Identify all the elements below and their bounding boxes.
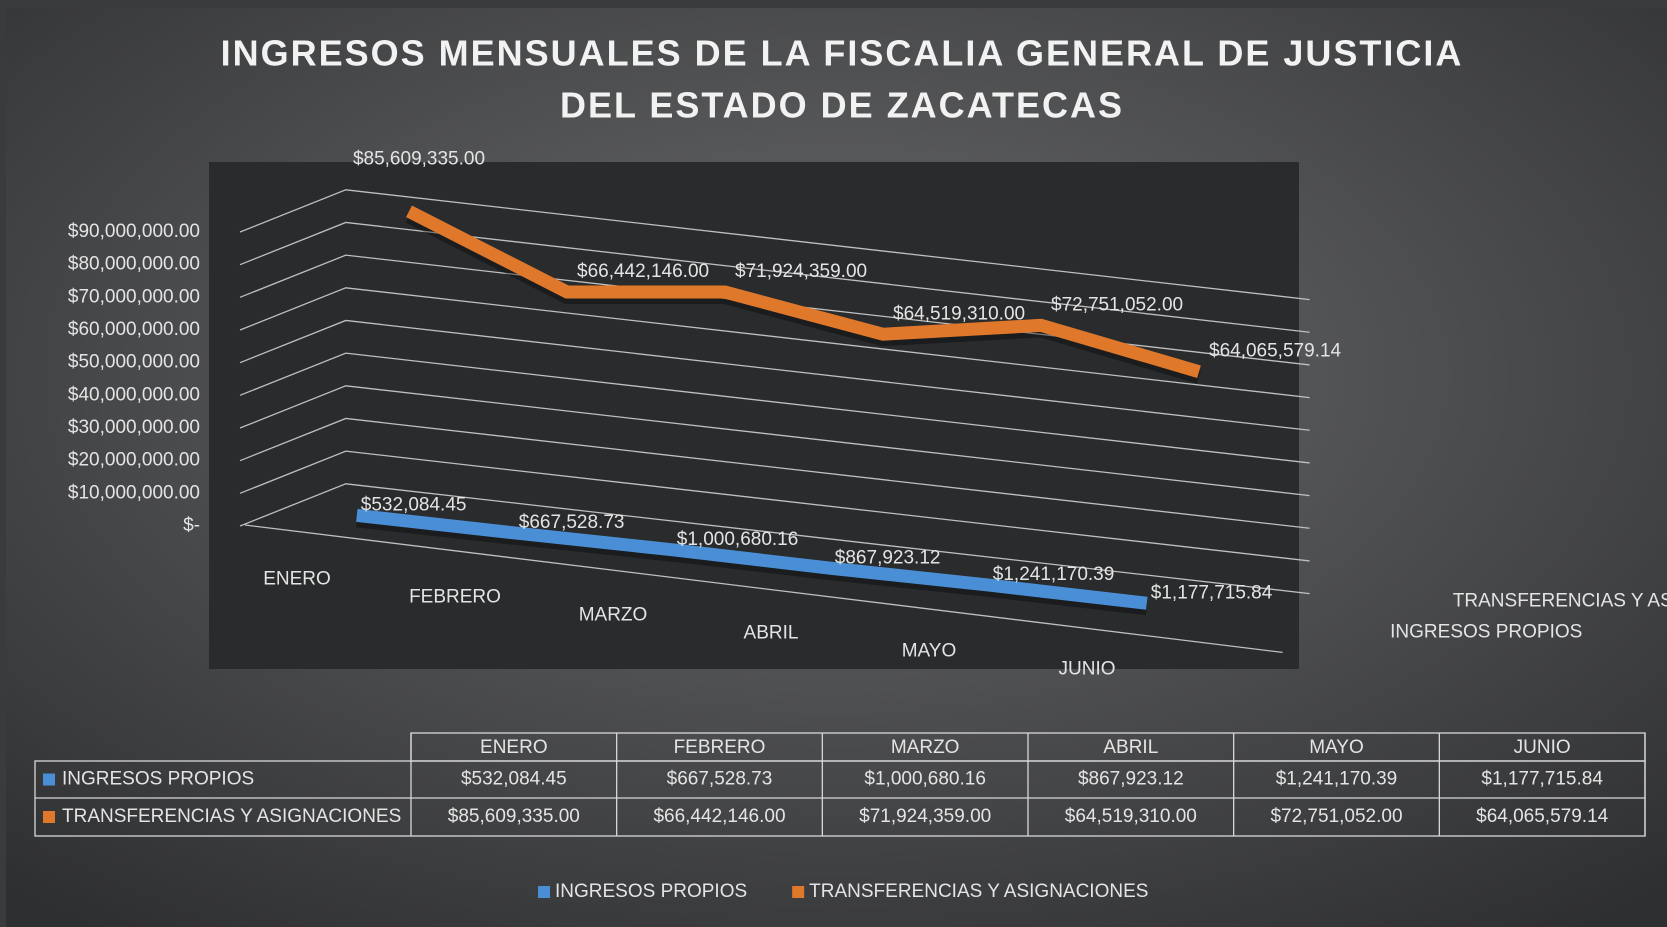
table-swatch [43,811,55,823]
table-row-header: INGRESOS PROPIOS [62,769,254,790]
series-line [356,508,1148,610]
data-label: $667,528.73 [519,512,625,533]
grid-line [239,189,1310,301]
y-tick-label: $60,000,000.00 [68,319,200,340]
table-cell: $867,923.12 [1078,769,1184,790]
data-label: $72,751,052.00 [1051,294,1183,315]
y-tick-label: $70,000,000.00 [68,286,200,307]
table-header: FEBRERO [674,737,766,758]
data-label: $1,241,170.39 [993,564,1115,585]
table-header: JUNIO [1514,737,1571,758]
chart-title: INGRESOS MENSUALES DE LA FISCALIA GENERA… [221,33,1464,74]
series-line [406,205,1201,378]
table-header: MARZO [891,737,960,758]
legend-swatch [792,886,805,898]
depth-axis-label: INGRESOS PROPIOS [1390,622,1582,643]
data-label: $1,000,680.16 [677,529,799,550]
grid-line [239,221,1310,333]
plot-area [209,162,1299,669]
grid-line [239,287,1310,399]
y-tick-label: $30,000,000.00 [68,417,200,438]
grid-line [239,352,1310,464]
y-tick-label: $- [183,515,200,536]
table-row-header: TRANSFERENCIAS Y ASIGNACIONES [62,806,401,827]
table-header: ENERO [480,737,548,758]
data-label: $66,442,146.00 [577,261,709,282]
data-label: $64,519,310.00 [893,303,1025,324]
table-cell: $1,241,170.39 [1276,769,1398,790]
data-label: $532,084.45 [361,494,467,515]
table-cell: $667,528.73 [667,769,773,790]
table-header: MAYO [1309,737,1364,758]
data-label: $85,609,335.00 [353,148,485,169]
y-tick-label: $20,000,000.00 [68,450,200,471]
grid-line [239,319,1310,431]
x-tick-label: ABRIL [744,623,799,644]
data-label: $867,923.12 [835,547,941,568]
table-cell: $85,609,335.00 [448,806,580,827]
table-cell: $1,177,715.84 [1481,769,1603,790]
table-swatch [43,773,55,786]
x-tick-label: ENERO [263,569,331,590]
data-label: $71,924,359.00 [735,261,867,282]
table-cell: $72,751,052.00 [1270,806,1402,827]
y-tick-label: $10,000,000.00 [68,482,200,503]
grid-line [239,483,1310,595]
y-tick-label: $90,000,000.00 [68,221,200,242]
table-cell: $532,084.45 [461,769,567,790]
x-tick-label: JUNIO [1059,659,1116,680]
y-tick-label: $40,000,000.00 [68,384,200,405]
x-axis-line [244,524,1283,654]
legend-label: INGRESOS PROPIOS [555,881,747,902]
chart-title: DEL ESTADO DE ZACATECAS [560,85,1124,126]
x-tick-label: MARZO [579,605,648,626]
table-cell: $1,000,680.16 [864,769,986,790]
depth-axis-label: TRANSFERENCIAS Y ASIGNACIONES [1453,590,1667,611]
y-tick-label: $80,000,000.00 [68,254,200,275]
grid-line [239,450,1310,562]
table-cell: $66,442,146.00 [653,806,785,827]
legend-swatch [538,886,550,898]
legend-label: TRANSFERENCIAS Y ASIGNACIONES [809,881,1148,902]
table-cell: $64,065,579.14 [1476,806,1609,827]
table-cell: $64,519,310.00 [1065,806,1197,827]
table-cell: $71,924,359.00 [859,806,991,827]
y-tick-label: $50,000,000.00 [68,352,200,373]
data-label: $1,177,715.84 [1151,582,1273,603]
grid-line [239,417,1310,529]
data-label: $64,065,579.14 [1209,341,1342,362]
table-header: ABRIL [1103,737,1158,758]
x-tick-label: MAYO [902,641,957,662]
grid-line [239,385,1310,497]
x-tick-label: FEBRERO [409,587,501,608]
